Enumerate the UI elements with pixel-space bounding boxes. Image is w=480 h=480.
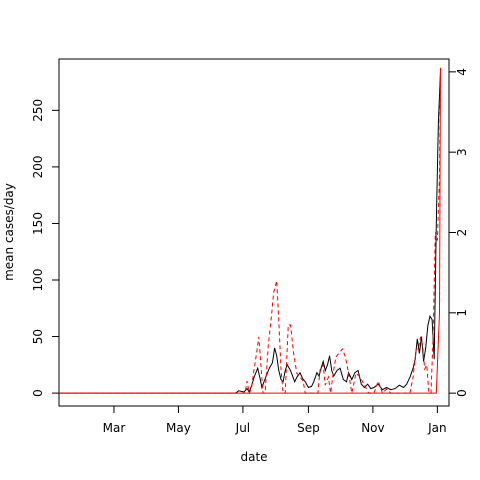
y2-tick-label-4: 4 [455,68,469,76]
x-axis-label: date [240,450,267,464]
y-axis-right: 0 1 2 3 4 [449,68,469,397]
plot-frame [58,58,450,407]
x-axis: Mar May Jul Sep Nov Jan [103,406,447,435]
y-tick-label-250: 250 [31,99,45,122]
y-tick-label-100: 100 [31,269,45,292]
x-tick-label-jul: Jul [235,421,250,435]
x-tick-label-may: May [166,421,191,435]
x-tick-label-nov: Nov [361,421,384,435]
y-tick-label-50: 50 [31,329,45,344]
x-tick-label-mar: Mar [103,421,126,435]
y-tick-label-200: 200 [31,155,45,178]
series-line-3 [59,67,441,394]
series-line-2 [59,67,441,395]
x-tick-label-sep: Sep [297,421,320,435]
x-tick-label-jan: Jan [427,421,447,435]
series-layer [59,67,441,395]
y-axis-left: 0 50 100 150 200 250 [31,99,59,397]
y2-tick-label-2: 2 [455,229,469,237]
y-tick-label-150: 150 [31,212,45,235]
y-axis-label: mean cases/day [2,183,16,281]
series-line-1 [59,70,441,394]
y2-tick-label-0: 0 [455,389,469,397]
y2-tick-label-3: 3 [455,148,469,156]
y2-tick-label-1: 1 [455,309,469,317]
y-tick-label-0: 0 [31,389,45,397]
